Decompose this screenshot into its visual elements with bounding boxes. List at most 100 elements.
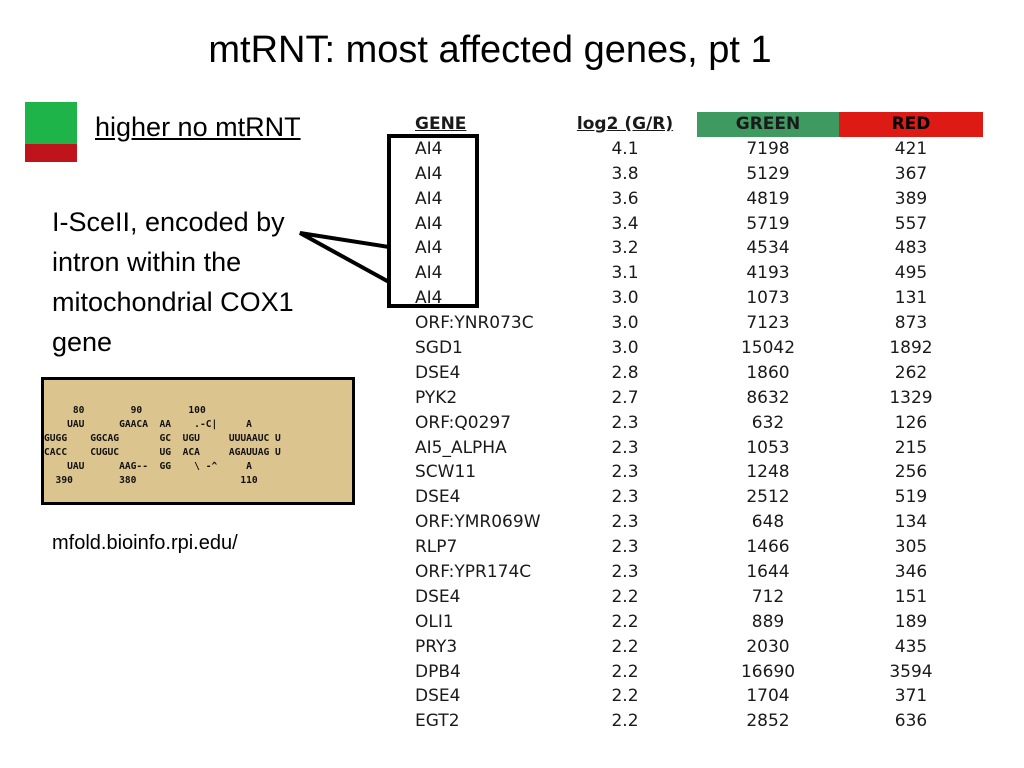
- cell-red: 483: [894, 238, 928, 259]
- cell-log: 2.3: [611, 487, 639, 508]
- slide-title: mtRNT: most affected genes, pt 1: [208, 29, 772, 71]
- cell-gene: AI4: [415, 238, 443, 259]
- cell-green: 1073: [746, 288, 790, 309]
- cell-red: 3594: [889, 661, 933, 682]
- cell-log: 2.7: [611, 387, 639, 408]
- cell-log: 3.1: [611, 263, 639, 284]
- cell-log: 2.3: [611, 437, 639, 458]
- cell-log: 2.2: [611, 586, 639, 607]
- cell-green: 7123: [746, 313, 790, 334]
- cell-green: 5719: [746, 213, 790, 234]
- cell-log: 4.1: [611, 138, 639, 159]
- ai4-highlight-box: [387, 134, 479, 308]
- cell-gene: PYK2: [415, 387, 458, 408]
- table-row: ORF:YNR073C 3.0 7123 873: [413, 311, 985, 336]
- rna-structure-image: 80 90 100 UAU GAACA AA .-C| A GUGG GGCAG…: [41, 377, 355, 505]
- table-row: AI4 3.1 4193 495: [413, 261, 985, 286]
- table-row: AI4 3.6 4819 389: [413, 187, 985, 212]
- cell-log: 2.3: [611, 512, 639, 533]
- gene-table: GENE log2 (G/R) GREEN RED AI4 4.1 7198 421 A…: [413, 112, 985, 734]
- callout-pointer: [299, 231, 390, 284]
- cell-gene: OLI1: [415, 611, 454, 632]
- cell-log: 3.0: [611, 338, 639, 359]
- table-row: ORF:YMR069W 2.3 648 134: [413, 510, 985, 535]
- cell-red: 262: [894, 362, 928, 383]
- cell-log: 2.8: [611, 362, 639, 383]
- table-row: PRY3 2.2 2030 435: [413, 635, 985, 660]
- header-green: GREEN: [697, 112, 839, 137]
- table-row: OLI1 2.2 889 189: [413, 610, 985, 635]
- cell-red: 1892: [889, 338, 933, 359]
- cell-gene: AI4: [415, 263, 443, 284]
- cell-red: 256: [894, 462, 928, 483]
- cell-red: 367: [894, 163, 928, 184]
- cell-gene: DSE4: [415, 487, 461, 508]
- table-row: AI5_ALPHA 2.3 1053 215: [413, 436, 985, 461]
- table-row: SCW11 2.3 1248 256: [413, 460, 985, 485]
- table-row: SGD1 3.0 15042 1892: [413, 336, 985, 361]
- cell-gene: AI4: [415, 188, 443, 209]
- cell-gene: AI4: [415, 163, 443, 184]
- cell-gene: ORF:YPR174C: [415, 562, 532, 583]
- source-link[interactable]: mfold.bioinfo.rpi.edu/: [52, 532, 238, 554]
- cell-green: 4193: [746, 263, 790, 284]
- intron-note: I-SceII, encoded by intron within the mi…: [52, 207, 294, 357]
- header-gene: GENE: [415, 114, 467, 134]
- cell-green: 648: [751, 512, 785, 533]
- table-row: ORF:Q0297 2.3 632 126: [413, 411, 985, 436]
- cell-red: 519: [894, 487, 928, 508]
- cell-green: 7198: [746, 138, 790, 159]
- cell-red: 389: [894, 188, 928, 209]
- cell-red: 1329: [889, 387, 933, 408]
- cell-log: 3.2: [611, 238, 639, 259]
- table-row: DPB4 2.2 16690 3594: [413, 660, 985, 685]
- cell-red: 495: [894, 263, 928, 284]
- cell-gene: ORF:YMR069W: [415, 512, 541, 533]
- cell-green: 1053: [746, 437, 790, 458]
- cell-gene: ORF:YNR073C: [415, 313, 534, 334]
- table-row: AI4 3.4 5719 557: [413, 212, 985, 237]
- cell-log: 2.3: [611, 562, 639, 583]
- table-row: DSE4 2.2 712 151: [413, 585, 985, 610]
- legend-label: higher no mtRNT: [95, 112, 301, 142]
- rna-structure-text: 80 90 100 UAU GAACA AA .-C| A GUGG GGCAG…: [44, 405, 281, 486]
- cell-green: 4819: [746, 188, 790, 209]
- cell-log: 2.3: [611, 537, 639, 558]
- table-row: AI4 3.8 5129 367: [413, 162, 985, 187]
- cell-green: 1644: [746, 562, 790, 583]
- cell-gene: EGT2: [415, 711, 460, 732]
- cell-green: 1466: [746, 537, 790, 558]
- cell-red: 151: [894, 586, 928, 607]
- header-log: log2 (G/R): [576, 114, 674, 134]
- cell-gene: DSE4: [415, 586, 461, 607]
- cell-log: 2.2: [611, 661, 639, 682]
- cell-gene: AI5_ALPHA: [415, 437, 507, 458]
- cell-green: 2512: [746, 487, 790, 508]
- cell-gene: DSE4: [415, 362, 461, 383]
- cell-log: 2.2: [611, 611, 639, 632]
- cell-log: 2.2: [611, 686, 639, 707]
- table-row: EGT2 2.2 2852 636: [413, 709, 985, 734]
- cell-green: 712: [751, 586, 785, 607]
- cell-log: 3.4: [611, 213, 639, 234]
- cell-gene: AI4: [415, 213, 443, 234]
- table-row: ORF:YPR174C 2.3 1644 346: [413, 560, 985, 585]
- legend-swatch-green: [25, 102, 77, 144]
- table-header: GENE log2 (G/R) GREEN RED: [413, 112, 985, 137]
- table-row: DSE4 2.8 1860 262: [413, 361, 985, 386]
- table-row: DSE4 2.3 2512 519: [413, 485, 985, 510]
- cell-gene: RLP7: [415, 537, 458, 558]
- legend-swatch-red: [25, 144, 77, 162]
- cell-red: 636: [894, 711, 928, 732]
- table-row: AI4 3.0 1073 131: [413, 286, 985, 311]
- cell-green: 1704: [746, 686, 790, 707]
- cell-log: 3.0: [611, 288, 639, 309]
- cell-green: 889: [751, 611, 785, 632]
- cell-green: 2030: [746, 636, 790, 657]
- cell-gene: DSE4: [415, 686, 461, 707]
- cell-red: 189: [894, 611, 928, 632]
- cell-green: 8632: [746, 387, 790, 408]
- cell-log: 2.2: [611, 636, 639, 657]
- cell-red: 131: [894, 288, 928, 309]
